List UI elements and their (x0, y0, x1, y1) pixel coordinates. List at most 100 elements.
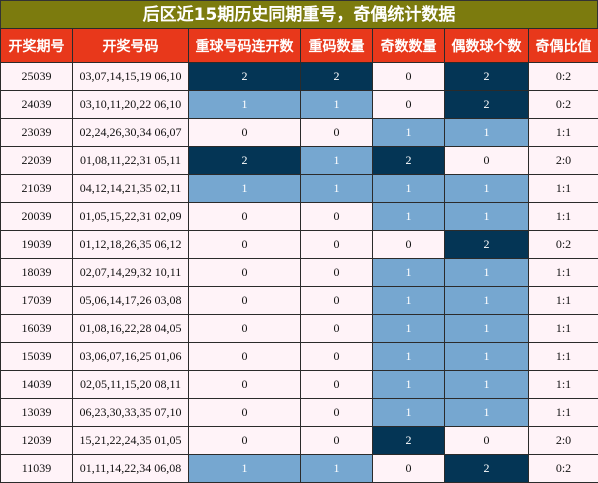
cell-count: 0 (300, 230, 373, 259)
cell-ratio: 1:1 (528, 202, 598, 231)
stats-table: 开奖期号 开奖号码 重球号码连开数 重码数量 奇数数量 偶数球个数 奇偶比值 2… (0, 28, 598, 483)
cell-issue: 13039 (0, 398, 73, 427)
table-row: 12039 15,21,22,24,35 01,05 0 0 2 0 2:0 (0, 426, 598, 455)
cell-issue: 18039 (0, 258, 73, 287)
cell-issue: 14039 (0, 370, 73, 399)
cell-count: 0 (300, 342, 373, 371)
cell-odd: 1 (372, 174, 445, 203)
cell-count: 0 (300, 202, 373, 231)
table-row: 14039 02,05,11,15,20 08,11 0 0 1 1 1:1 (0, 370, 598, 399)
cell-numbers: 01,08,11,22,31 05,11 (72, 146, 189, 175)
cell-odd: 2 (372, 146, 445, 175)
cell-even: 1 (444, 286, 529, 315)
cell-even: 0 (444, 426, 529, 455)
cell-odd: 1 (372, 370, 445, 399)
cell-issue: 24039 (0, 90, 73, 119)
cell-repeat: 0 (188, 398, 301, 427)
cell-even: 1 (444, 202, 529, 231)
cell-issue: 25039 (0, 62, 73, 91)
cell-ratio: 0:2 (528, 62, 598, 91)
cell-odd: 1 (372, 118, 445, 147)
cell-numbers: 02,24,26,30,34 06,07 (72, 118, 189, 147)
cell-repeat: 0 (188, 118, 301, 147)
cell-issue: 16039 (0, 314, 73, 343)
table-row: 21039 04,12,14,21,35 02,11 1 1 1 1 1:1 (0, 174, 598, 203)
cell-issue: 15039 (0, 342, 73, 371)
cell-repeat: 0 (188, 286, 301, 315)
cell-issue: 22039 (0, 146, 73, 175)
cell-ratio: 0:2 (528, 90, 598, 119)
cell-even: 2 (444, 230, 529, 259)
cell-odd: 1 (372, 202, 445, 231)
cell-even: 1 (444, 258, 529, 287)
cell-ratio: 1:1 (528, 258, 598, 287)
cell-even: 1 (444, 342, 529, 371)
header-count: 重码数量 (300, 28, 373, 63)
cell-numbers: 04,12,14,21,35 02,11 (72, 174, 189, 203)
cell-odd: 1 (372, 314, 445, 343)
table-row: 17039 05,06,14,17,26 03,08 0 0 1 1 1:1 (0, 286, 598, 315)
cell-odd: 2 (372, 426, 445, 455)
cell-repeat: 0 (188, 230, 301, 259)
cell-even: 1 (444, 118, 529, 147)
cell-ratio: 2:0 (528, 146, 598, 175)
cell-numbers: 03,06,07,16,25 01,06 (72, 342, 189, 371)
cell-odd: 1 (372, 286, 445, 315)
cell-odd: 1 (372, 342, 445, 371)
cell-even: 1 (444, 398, 529, 427)
cell-even: 2 (444, 90, 529, 119)
cell-numbers: 05,06,14,17,26 03,08 (72, 286, 189, 315)
cell-issue: 23039 (0, 118, 73, 147)
cell-ratio: 0:2 (528, 454, 598, 483)
cell-count: 1 (300, 146, 373, 175)
cell-ratio: 1:1 (528, 370, 598, 399)
cell-repeat: 0 (188, 314, 301, 343)
cell-issue: 19039 (0, 230, 73, 259)
cell-count: 0 (300, 426, 373, 455)
cell-even: 1 (444, 174, 529, 203)
cell-count: 0 (300, 314, 373, 343)
cell-issue: 17039 (0, 286, 73, 315)
cell-ratio: 1:1 (528, 314, 598, 343)
cell-count: 2 (300, 62, 373, 91)
cell-count: 1 (300, 454, 373, 483)
cell-numbers: 03,07,14,15,19 06,10 (72, 62, 189, 91)
panel-title: 后区近15期历史同期重号，奇偶统计数据 (0, 0, 598, 28)
table-row: 22039 01,08,11,22,31 05,11 2 1 2 0 2:0 (0, 146, 598, 175)
table-row: 13039 06,23,30,33,35 07,10 0 0 1 1 1:1 (0, 398, 598, 427)
table-row: 20039 01,05,15,22,31 02,09 0 0 1 1 1:1 (0, 202, 598, 231)
cell-issue: 20039 (0, 202, 73, 231)
cell-issue: 21039 (0, 174, 73, 203)
cell-numbers: 02,05,11,15,20 08,11 (72, 370, 189, 399)
table-row: 23039 02,24,26,30,34 06,07 0 0 1 1 1:1 (0, 118, 598, 147)
table-row: 18039 02,07,14,29,32 10,11 0 0 1 1 1:1 (0, 258, 598, 287)
cell-count: 0 (300, 118, 373, 147)
cell-issue: 11039 (0, 454, 73, 483)
cell-count: 0 (300, 258, 373, 287)
cell-odd: 0 (372, 62, 445, 91)
cell-repeat: 1 (188, 174, 301, 203)
cell-numbers: 06,23,30,33,35 07,10 (72, 398, 189, 427)
cell-even: 1 (444, 314, 529, 343)
table-row: 19039 01,12,18,26,35 06,12 0 0 0 2 0:2 (0, 230, 598, 259)
cell-repeat: 2 (188, 146, 301, 175)
cell-repeat: 1 (188, 90, 301, 119)
cell-odd: 1 (372, 398, 445, 427)
cell-count: 0 (300, 286, 373, 315)
cell-count: 0 (300, 398, 373, 427)
cell-even: 0 (444, 146, 529, 175)
cell-ratio: 1:1 (528, 286, 598, 315)
cell-ratio: 1:1 (528, 174, 598, 203)
header-repeat: 重球号码连开数 (188, 28, 301, 63)
table-row: 15039 03,06,07,16,25 01,06 0 0 1 1 1:1 (0, 342, 598, 371)
cell-even: 1 (444, 370, 529, 399)
cell-odd: 0 (372, 90, 445, 119)
cell-count: 1 (300, 174, 373, 203)
cell-numbers: 01,08,16,22,28 04,05 (72, 314, 189, 343)
cell-ratio: 1:1 (528, 118, 598, 147)
cell-ratio: 0:2 (528, 230, 598, 259)
cell-repeat: 0 (188, 202, 301, 231)
cell-count: 1 (300, 90, 373, 119)
header-even: 偶数球个数 (444, 28, 529, 63)
